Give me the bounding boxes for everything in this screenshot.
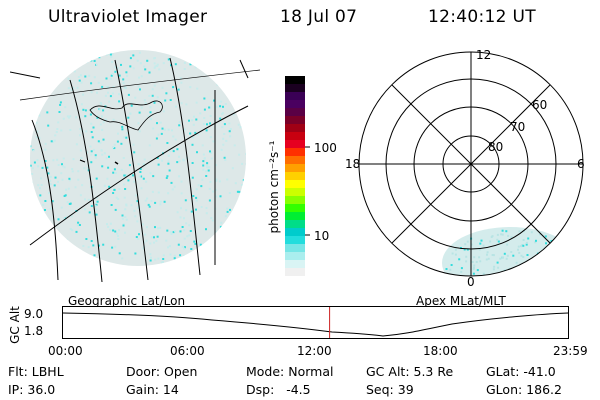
timeline-y-tick-top: 9.0 xyxy=(24,307,44,321)
timeline-x-tick-0000: 00:00 xyxy=(48,344,83,358)
ip-info: IP: 36.0 xyxy=(8,382,56,397)
colorbar-tick-100: 100 xyxy=(314,141,337,155)
mlt-6-label: 6 xyxy=(577,157,585,171)
timeline-x-tick-2359: 23:59 xyxy=(553,344,588,358)
timeline-left-title: Geographic Lat/Lon xyxy=(68,294,186,308)
mlt-18-label: 18 xyxy=(345,157,360,171)
timeline-plot xyxy=(62,306,569,339)
lat-60-label: 60 xyxy=(532,98,547,112)
colorbar-tick-10: 10 xyxy=(314,229,330,243)
timeline-axis-label: GC Alt xyxy=(8,306,22,344)
mlt-12-label: 12 xyxy=(476,48,491,62)
dsp-info: Dsp: -4.5 xyxy=(246,382,311,397)
glon-info: GLon: 186.2 xyxy=(486,382,562,397)
time-label: 12:40:12 UT xyxy=(428,7,536,27)
mlt-0-label: 0 xyxy=(467,275,475,289)
geographic-image xyxy=(10,50,260,283)
glat-info: GLat: -41.0 xyxy=(486,364,556,379)
timeline-y-tick-bottom: 1.8 xyxy=(24,324,44,338)
colorbar xyxy=(285,76,310,276)
gc-alt-info: GC Alt: 5.3 Re xyxy=(366,364,454,379)
timeline-x-tick-1200: 12:00 xyxy=(297,344,332,358)
lat-70-label: 70 xyxy=(510,120,525,134)
colorbar-unit-label: photon cm⁻²s⁻¹ xyxy=(267,140,281,234)
lat-80-label: 80 xyxy=(488,140,503,154)
mode-info: Mode: Normal xyxy=(246,364,334,379)
timeline-x-tick-0600: 06:00 xyxy=(170,344,205,358)
door-info: Door: Open xyxy=(126,364,198,379)
filter-info: Flt: LBHL xyxy=(8,364,64,379)
timeline-x-tick-1800: 18:00 xyxy=(423,344,458,358)
polar-plot: 12 18 6 0 80 70 60 xyxy=(345,48,585,289)
instrument-title: Ultraviolet Imager xyxy=(48,7,208,27)
timeline-right-title: Apex MLat/MLT xyxy=(416,294,506,308)
seq-info: Seq: 39 xyxy=(366,382,414,397)
date-label: 18 Jul 07 xyxy=(280,7,358,27)
gain-info: Gain: 14 xyxy=(126,382,179,397)
